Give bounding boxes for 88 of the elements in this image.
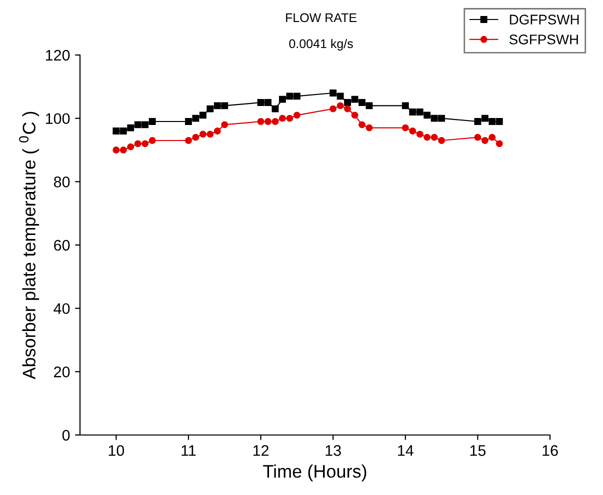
point — [148, 137, 156, 144]
x-tick-label: 11 — [182, 445, 196, 456]
point — [430, 134, 438, 141]
point — [402, 102, 409, 110]
y-tick-label: 0 — [62, 430, 70, 441]
point — [402, 124, 409, 132]
point — [214, 102, 221, 110]
point — [488, 118, 496, 125]
point — [366, 102, 373, 110]
point — [221, 121, 228, 128]
x-tick-label: 12 — [253, 445, 268, 456]
point — [278, 114, 286, 122]
y-tick-label: 100 — [46, 113, 70, 124]
y-axis-title: Absorber plate temperature ( $^{0}$C ) — [19, 112, 40, 380]
point — [293, 92, 300, 100]
chart-subtitle: 0.0041 kg/s — [289, 38, 353, 51]
x-tick-label: 15 — [470, 445, 486, 456]
point — [286, 114, 294, 122]
point — [127, 143, 134, 150]
legend-label: DGFPSWH — [510, 14, 579, 24]
point — [344, 99, 352, 106]
y-tick-label: 120 — [46, 50, 70, 61]
point — [336, 102, 344, 110]
point — [351, 112, 358, 119]
point — [120, 146, 127, 154]
point — [112, 128, 120, 134]
point — [424, 112, 431, 119]
point — [366, 124, 373, 132]
point — [278, 96, 286, 103]
point — [336, 92, 344, 100]
point — [112, 146, 120, 154]
point — [438, 114, 446, 122]
x-axis-title: Time (Hours) — [263, 464, 366, 482]
point — [142, 140, 149, 148]
point — [416, 108, 424, 116]
point — [358, 121, 366, 128]
point — [481, 114, 488, 122]
point — [272, 105, 279, 112]
point — [257, 118, 264, 125]
point — [424, 134, 431, 141]
point — [214, 128, 221, 134]
point — [184, 137, 192, 144]
point — [192, 134, 200, 141]
y-tick-label: 80 — [54, 176, 70, 188]
y-tick-label: 60 — [54, 240, 70, 251]
point — [344, 105, 352, 112]
point — [221, 102, 228, 110]
point — [264, 118, 272, 125]
point — [358, 99, 366, 106]
point — [438, 137, 446, 144]
point — [148, 118, 156, 125]
point — [409, 108, 416, 116]
y-tick-label: 40 — [54, 303, 70, 314]
point — [430, 114, 438, 122]
point — [474, 134, 482, 141]
y-tick-label: 20 — [54, 366, 70, 378]
point — [206, 105, 214, 112]
point — [496, 140, 503, 148]
point — [192, 114, 200, 122]
point — [120, 128, 127, 134]
point — [257, 99, 264, 106]
point — [134, 121, 142, 128]
point — [488, 134, 496, 141]
point — [199, 130, 206, 138]
x-tick-label: 10 — [108, 445, 124, 456]
legend-label: SGFPSWH — [509, 34, 578, 44]
point — [142, 121, 149, 128]
point — [330, 90, 337, 96]
point — [351, 96, 358, 103]
point — [286, 92, 294, 100]
point — [330, 105, 337, 112]
point — [206, 130, 214, 138]
x-tick-label: 13 — [326, 445, 341, 456]
point — [272, 118, 279, 125]
x-tick-label: 14 — [398, 445, 414, 456]
point — [127, 124, 134, 132]
x-tick-label: 16 — [542, 445, 558, 456]
point — [416, 130, 424, 138]
point — [481, 137, 488, 144]
chart-title: FLOW RATE — [286, 13, 356, 22]
point — [474, 118, 482, 125]
point — [264, 99, 272, 106]
point — [134, 140, 142, 148]
point — [293, 112, 300, 119]
point — [409, 128, 416, 134]
point — [184, 118, 192, 125]
point — [199, 112, 206, 119]
point — [496, 118, 503, 125]
